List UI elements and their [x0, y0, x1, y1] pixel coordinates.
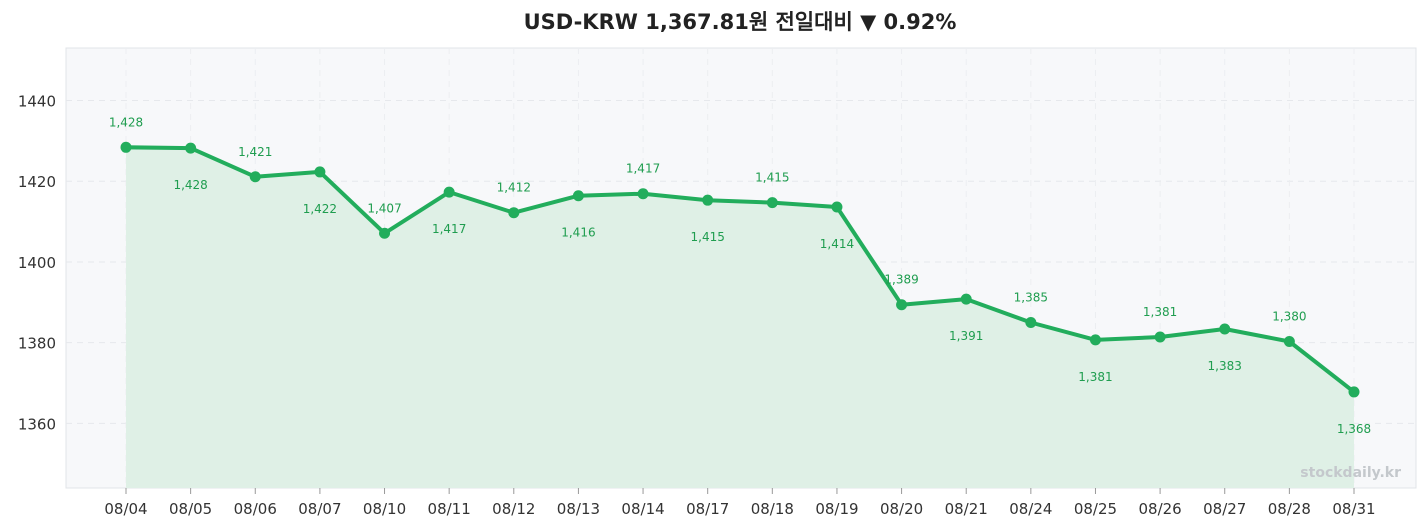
data-point	[508, 207, 520, 219]
data-label: 1,389	[884, 273, 918, 287]
data-label: 1,428	[173, 178, 207, 192]
y-tick-label: 1420	[18, 173, 56, 191]
x-tick-label: 08/06	[234, 500, 277, 518]
x-tick-label: 08/10	[363, 500, 406, 518]
x-tick-label: 08/11	[428, 500, 471, 518]
data-label: 1,380	[1272, 309, 1306, 323]
data-point	[1025, 316, 1037, 328]
watermark: stockdaily.kr	[1300, 465, 1401, 481]
data-label: 1,417	[626, 162, 660, 176]
data-point	[637, 188, 649, 200]
x-tick-label: 08/05	[169, 500, 212, 518]
x-tick-label: 08/13	[557, 500, 600, 518]
data-label: 1,381	[1143, 305, 1177, 319]
x-tick-label: 08/21	[945, 500, 988, 518]
area-fill	[126, 147, 1354, 489]
data-label: 1,421	[238, 145, 272, 159]
data-point	[896, 299, 908, 311]
data-label: 1,381	[1078, 370, 1112, 384]
x-tick-label: 08/19	[815, 500, 858, 518]
data-label: 1,422	[303, 202, 337, 216]
y-tick-label: 1360	[18, 415, 56, 433]
y-tick-label: 1440	[18, 92, 56, 110]
x-tick-label: 08/14	[621, 500, 664, 518]
data-label: 1,412	[497, 181, 531, 195]
data-point	[702, 194, 714, 206]
data-point	[960, 293, 972, 305]
data-point	[443, 186, 455, 198]
data-labels: 1,428 1,428 1,421 1,422 1,407 1,417 1,412 1,416…	[109, 115, 1371, 436]
y-tick-label: 1380	[18, 335, 56, 353]
data-point	[1154, 331, 1166, 343]
data-point	[1283, 335, 1295, 347]
data-point	[1089, 334, 1101, 346]
x-tick-label: 08/24	[1009, 500, 1052, 518]
x-tick-label: 08/26	[1138, 500, 1181, 518]
x-tick-label: 08/12	[492, 500, 535, 518]
data-label: 1,407	[367, 201, 401, 215]
y-axis: 1360 1380 1400 1420 1440	[18, 92, 56, 433]
data-label: 1,416	[561, 226, 595, 240]
data-point	[249, 171, 261, 183]
data-point	[1348, 386, 1360, 398]
data-label: 1,417	[432, 222, 466, 236]
data-point	[185, 142, 197, 154]
data-point	[379, 227, 391, 239]
data-point	[831, 201, 843, 213]
x-tick-label: 08/18	[751, 500, 794, 518]
y-tick-label: 1400	[18, 254, 56, 272]
data-label: 1,383	[1208, 359, 1242, 373]
data-label: 1,415	[755, 171, 789, 185]
data-label: 1,391	[949, 329, 983, 343]
x-tick-label: 08/25	[1074, 500, 1117, 518]
chart-title: USD-KRW 1,367.81원 전일대비 ▼ 0.92%	[524, 10, 957, 34]
data-point	[314, 166, 326, 178]
x-tick-label: 08/28	[1268, 500, 1311, 518]
x-tick-label: 08/17	[686, 500, 729, 518]
series-line	[125, 145, 1356, 394]
x-tick-label: 08/07	[298, 500, 341, 518]
data-points	[120, 141, 1360, 398]
data-label: 1,415	[691, 230, 725, 244]
data-label: 1,414	[820, 237, 854, 251]
data-point	[572, 190, 584, 202]
x-tick-label: 08/31	[1332, 500, 1375, 518]
x-axis: 08/04 08/05 08/06 08/07 08/10 08/11 08/12 08/13…	[104, 488, 1376, 518]
data-label: 1,385	[1014, 290, 1048, 304]
data-point	[766, 197, 778, 209]
data-label: 1,428	[109, 115, 143, 129]
data-point	[120, 141, 132, 153]
x-tick-label: 08/04	[104, 500, 147, 518]
data-point	[1219, 323, 1231, 335]
data-label: 1,368	[1337, 422, 1371, 436]
x-tick-label: 08/27	[1203, 500, 1246, 518]
x-tick-label: 08/20	[880, 500, 923, 518]
